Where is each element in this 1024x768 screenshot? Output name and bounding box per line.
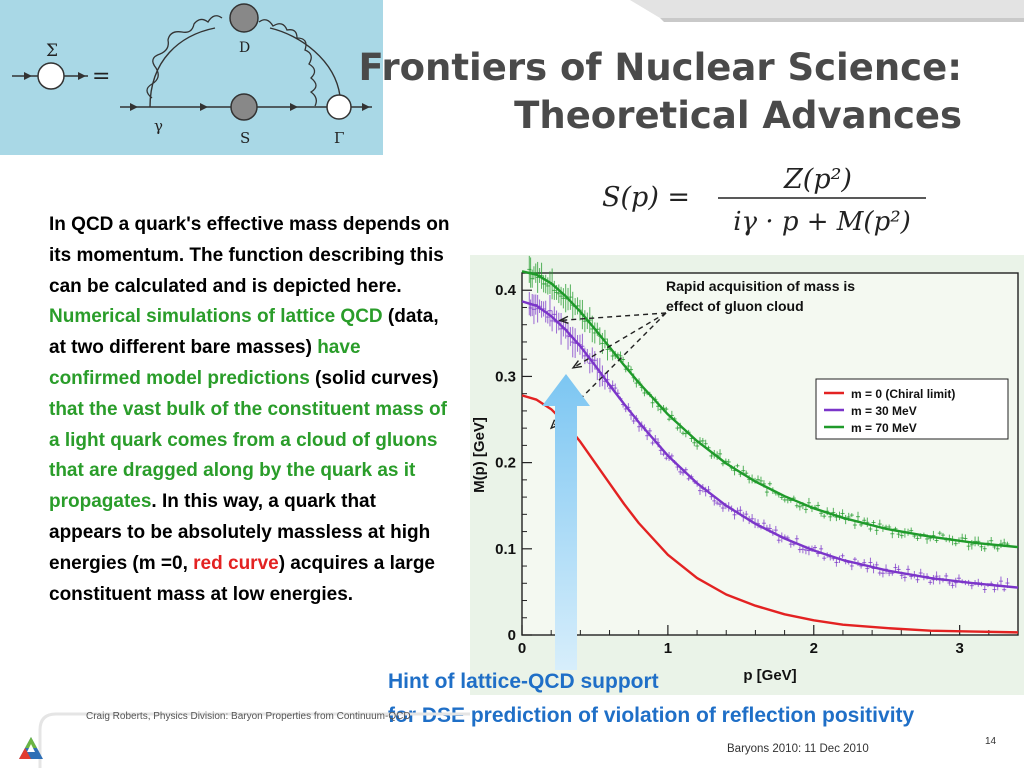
hint-arrow <box>542 374 590 670</box>
hint-line-2: for DSE prediction of violation of refle… <box>388 704 915 727</box>
feynman-diagram-panel: Σ = D S Γ γ <box>0 0 383 155</box>
y-tick-label: 0.3 <box>495 368 516 385</box>
argonne-logo <box>19 737 43 759</box>
propagator-formula: S(p) = Z(p²) iγ · p + M(p²) <box>602 164 926 237</box>
y-tick-label: 0.2 <box>495 455 516 472</box>
y-tick-label: 0.4 <box>495 282 517 299</box>
gap-equation-diagram: Σ = D S Γ γ <box>12 3 372 147</box>
text-red-curve: red curve <box>193 552 279 574</box>
text-data: (data, at two different bare masses) <box>49 306 439 359</box>
legend-box <box>815 378 1009 440</box>
text-massless: . In this way, a quark that appears to b… <box>49 491 431 574</box>
hint-line-1: Hint of lattice-QCD support <box>388 670 659 693</box>
footer-decoration <box>38 712 470 768</box>
equals-sign: = <box>92 64 110 89</box>
y-tick-label: 0 <box>508 627 516 644</box>
page-number: 14 <box>985 736 997 747</box>
formula-lhs: S(p) = <box>602 182 690 213</box>
chart-svg: 0 1 2 3 0 0.1 0.2 0.3 0.4 p [GeV] M(p) [GeV] Rapi… <box>471 255 1019 684</box>
gamma-label: γ <box>154 117 163 135</box>
x-tick-label: 1 <box>664 640 672 657</box>
x-tick-label: 3 <box>955 640 963 657</box>
text-solid-curves: (solid curves) <box>309 367 439 389</box>
hint-caption: Hint of lattice-QCD support for DSE pred… <box>388 665 914 733</box>
footer-event: Baryons 2010: 11 Dec 2010 <box>727 743 869 755</box>
annotation-line-2: effect of gluon cloud <box>666 298 804 314</box>
quark-propagator-label: S <box>240 129 250 147</box>
annotation-arrow-head <box>571 360 583 369</box>
header-decoration <box>630 0 1024 22</box>
formula-denominator: iγ · p + M(p²) <box>733 207 911 237</box>
series-line <box>521 300 1019 589</box>
y-tick-label: 0.1 <box>495 541 516 558</box>
vertex-label: Γ <box>334 129 344 147</box>
slide-title: Frontiers of Nuclear Science: Theoretica… <box>358 44 962 140</box>
sigma-label: Σ <box>46 41 58 61</box>
text-intro: In QCD a quark's effective mass depends … <box>49 214 450 297</box>
y-axis-label: M(p) [GeV] <box>471 417 488 493</box>
text-bulk-mass: that the vast bulk of the constituent ma… <box>49 398 447 513</box>
annotation-line-1: Rapid acquisition of mass is <box>666 278 855 294</box>
formula-numerator: Z(p²) <box>783 164 852 195</box>
legend-label: m = 0 (Chiral limit) <box>851 387 955 401</box>
dressed-gluon-label: D <box>239 40 250 56</box>
title-line-2: Theoretical Advances <box>514 94 962 137</box>
x-tick-label: 2 <box>810 640 818 657</box>
legend-label: m = 30 MeV <box>851 404 917 418</box>
explanation-paragraph: In QCD a quark's effective mass depends … <box>49 210 454 610</box>
annotation-arrow-head <box>558 315 569 324</box>
series-line <box>521 270 1019 549</box>
x-axis-label: p [GeV] <box>743 667 796 684</box>
footer-credit: Craig Roberts, Physics Division: Baryon … <box>86 711 411 722</box>
text-confirmed: have confirmed model predictions <box>49 337 361 389</box>
title-line-1: Frontiers of Nuclear Science: <box>358 46 962 89</box>
legend-label: m = 70 MeV <box>851 421 917 435</box>
x-tick-label: 0 <box>518 640 526 657</box>
text-lattice: Numerical simulations of lattice QCD <box>49 306 383 328</box>
text-conclusion: ) acquires a large constituent mass at l… <box>49 552 435 605</box>
